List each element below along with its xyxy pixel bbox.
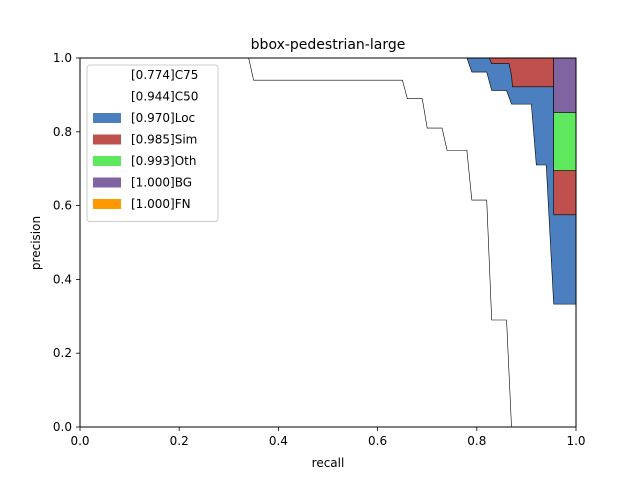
legend-label: [1.000]FN — [131, 197, 191, 211]
y-tick-label: 0.4 — [53, 272, 72, 286]
x-tick-label: 1.0 — [566, 434, 585, 448]
line-c75 — [80, 57, 512, 428]
y-tick-label: 0.8 — [53, 125, 72, 139]
legend-label: [0.944]C50 — [131, 90, 198, 104]
plot-frame — [79, 57, 577, 428]
legend-label: [0.774]C75 — [131, 68, 198, 82]
x-axis-label: recall — [312, 456, 345, 470]
line-c50 — [80, 57, 576, 305]
y-axis-label: precision — [29, 216, 43, 270]
y-tick-label: 1.0 — [53, 51, 72, 65]
x-tick-label: 0.2 — [170, 434, 189, 448]
line-loc — [80, 57, 576, 216]
legend-swatch — [93, 113, 121, 123]
legend-swatch — [93, 134, 121, 145]
x-tick-label: 0.8 — [467, 434, 486, 448]
legend-swatch — [93, 199, 121, 209]
legend-swatch — [93, 156, 121, 166]
x-tick-label: 0.0 — [70, 434, 89, 448]
chart-title: bbox-pedestrian-large — [251, 37, 406, 53]
y-tick-label: 0.2 — [53, 346, 72, 360]
axes-layer: 0.0 0.2 0.4 0.6 0.8 1.0 0.0 0.2 0.4 0.6 0.8 1.0 — [53, 51, 586, 448]
y-tick-label: 0.0 — [53, 420, 72, 434]
legend-swatch — [93, 177, 121, 188]
y-tick-label: 0.6 — [53, 199, 72, 213]
x-tick-label: 0.4 — [269, 434, 288, 448]
legend-label: [0.993]Oth — [131, 154, 196, 168]
legend-label: [0.970]Loc — [131, 111, 195, 125]
legend-label: [0.985]Sim — [131, 133, 197, 147]
legend: [0.774]C75 [0.944]C50 [0.970]Loc [0.985]Sim… — [86, 64, 219, 222]
legend-label: [1.000]BG — [131, 176, 192, 190]
x-tick-label: 0.6 — [368, 434, 387, 448]
